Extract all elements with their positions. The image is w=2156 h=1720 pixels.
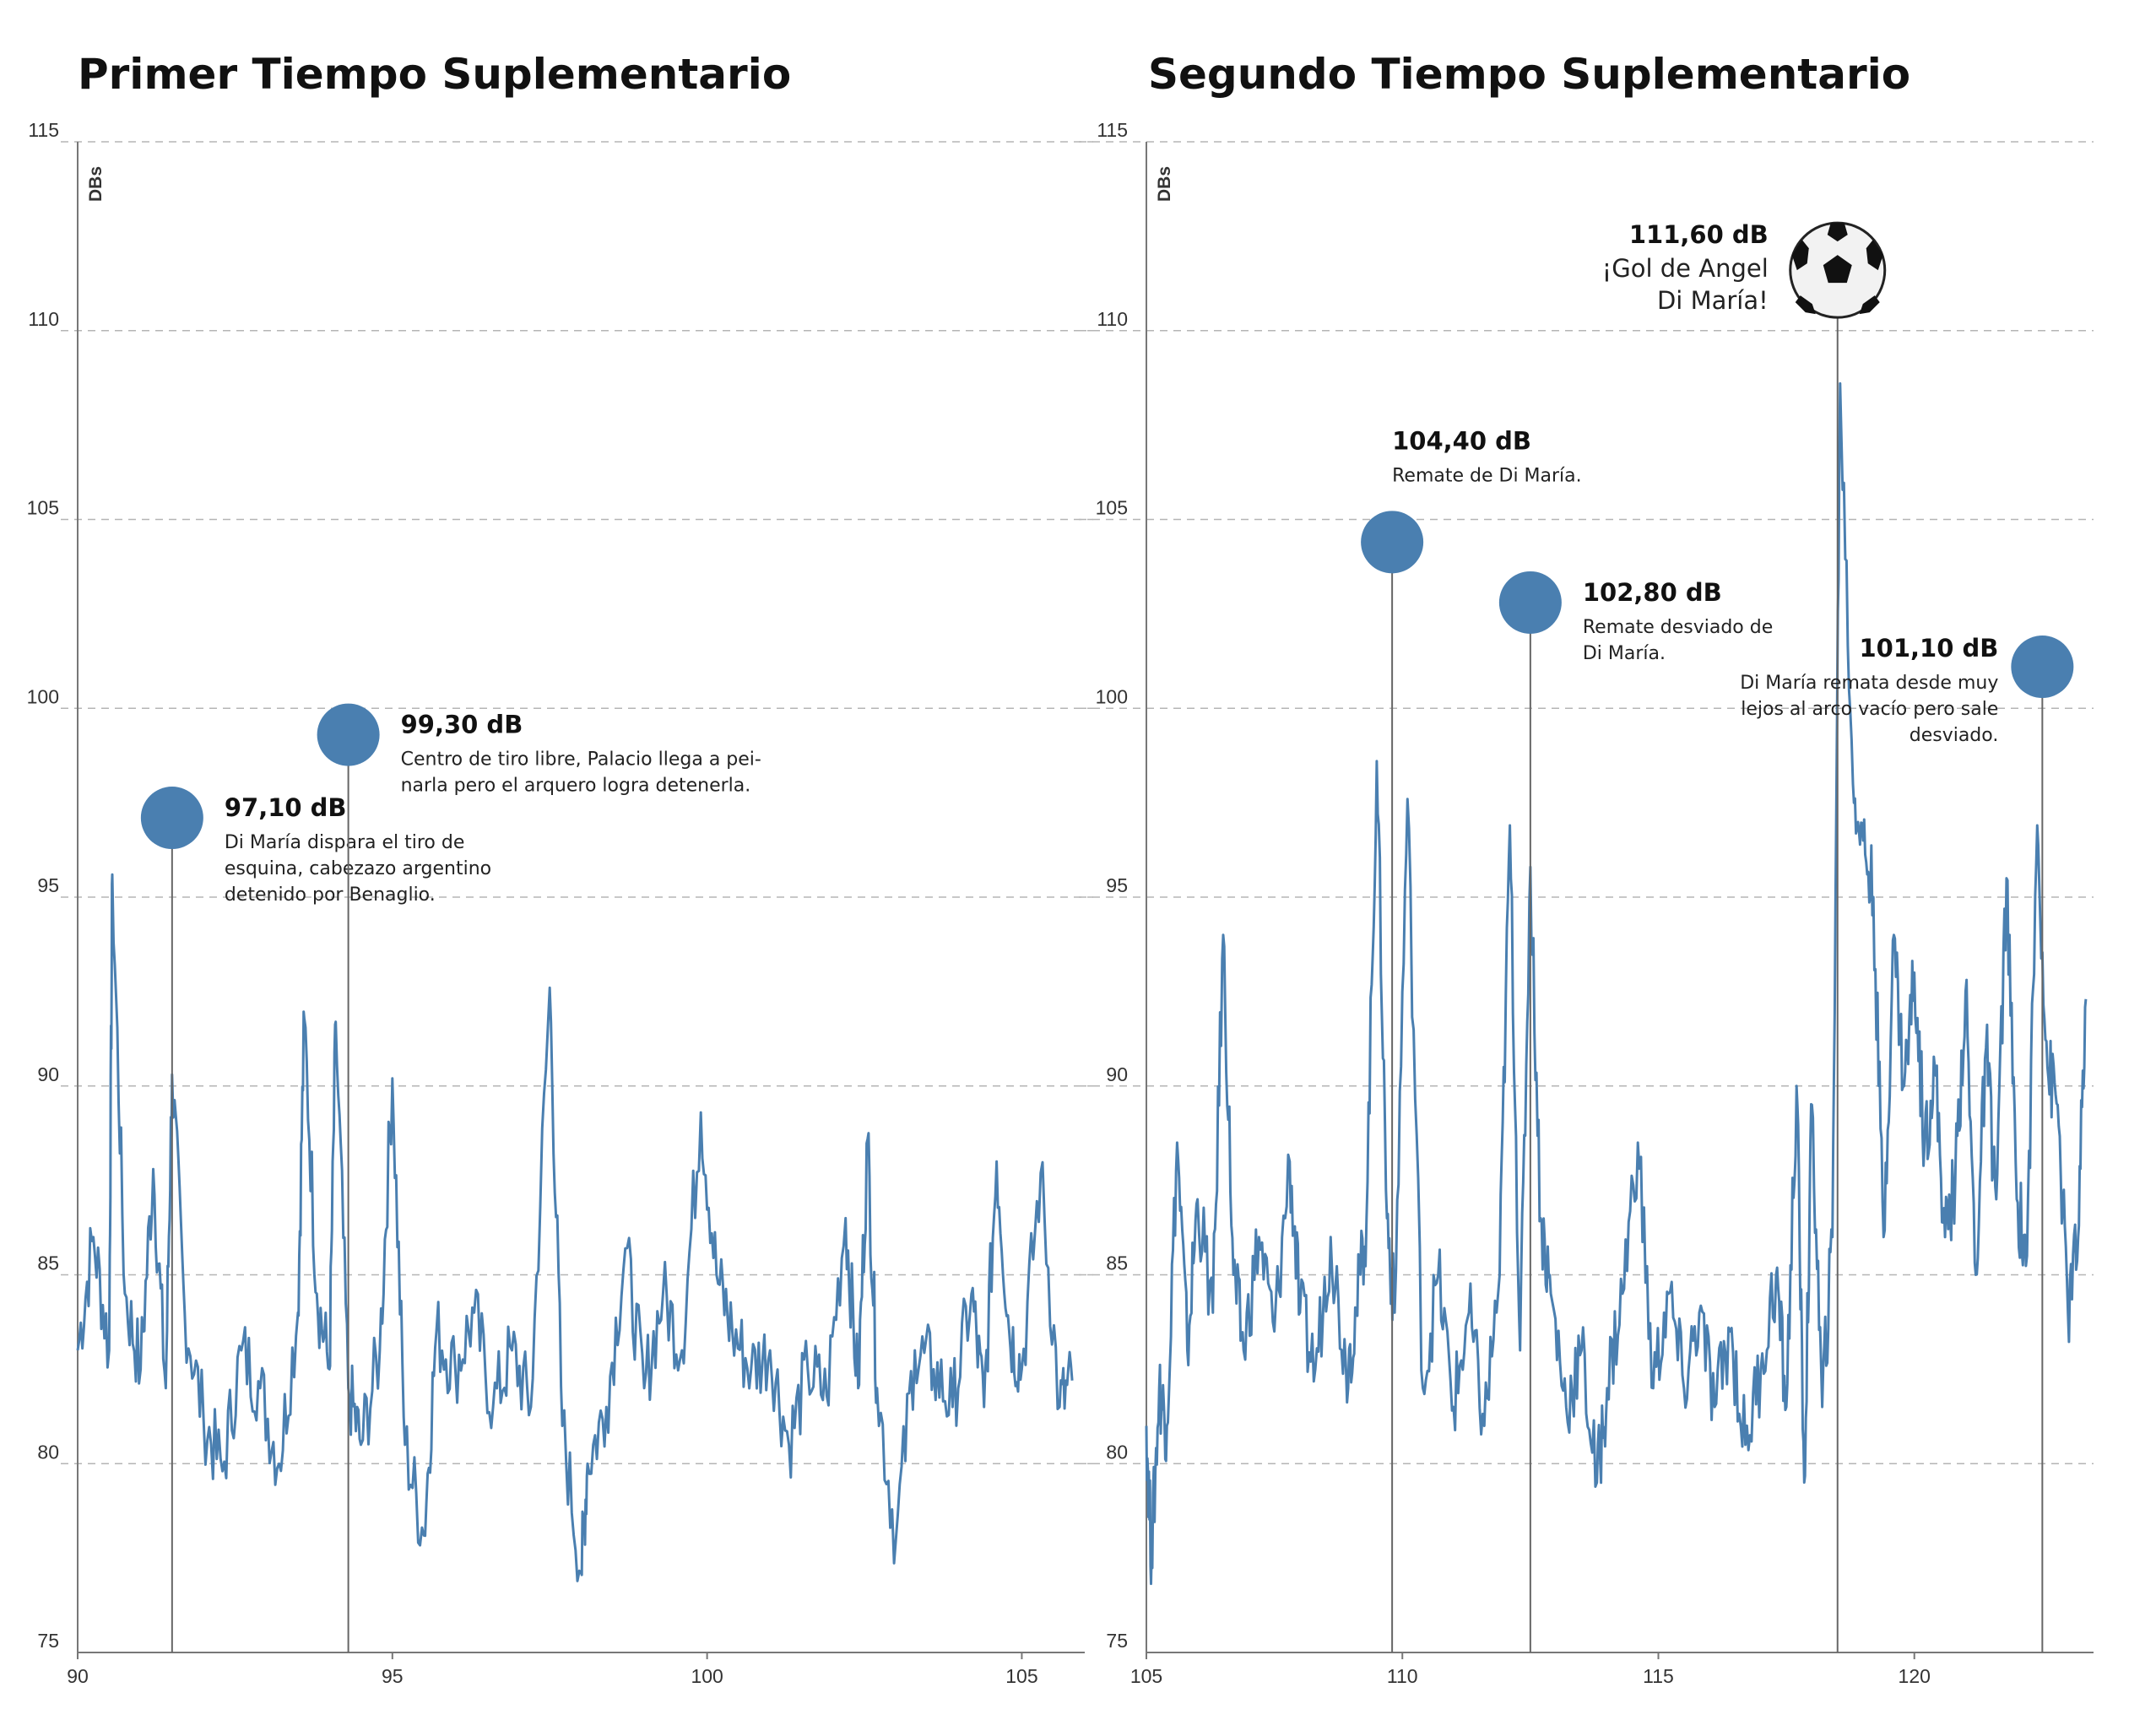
annotation-text: Di María remata desde muy (1740, 673, 1998, 694)
y-tick-label: 110 (28, 308, 59, 330)
y-tick-label: 110 (1097, 308, 1128, 330)
y-axis-label: DBs (1155, 166, 1174, 202)
y-tick-label: 90 (1106, 1063, 1128, 1085)
annotation-text: narla pero el arquero logra detenerla. (401, 776, 751, 797)
annotation-value: 97,10 dB (225, 793, 347, 822)
x-tick-label: 90 (67, 1665, 89, 1687)
annotation-marker (1498, 571, 1562, 634)
x-tick-label: 95 (382, 1665, 404, 1687)
annotation-1: 104,40 dB Remate de Di María. (1361, 426, 1582, 1652)
annotation-marker (1361, 511, 1424, 574)
annotation-text: Di María! (1657, 286, 1769, 315)
annotation-marker (317, 703, 380, 766)
annotation-text: detenido por Benaglio. (225, 884, 436, 906)
y-tick-label: 75 (1106, 1630, 1128, 1652)
annotation-value: 99,30 dB (401, 711, 523, 739)
annotation-text: Di María dispara el tiro de (225, 832, 465, 853)
soccer-ball-icon (1789, 221, 1887, 319)
annotation-text: Remate desviado de (1583, 617, 1773, 638)
y-tick-label: 95 (37, 874, 59, 896)
annotation-2: 102,80 dB Remate desviado de Di María. (1498, 571, 1773, 1652)
y-tick-label: 100 (1096, 685, 1128, 707)
x-tick-label: 110 (1387, 1665, 1418, 1687)
annotation-text: Di María. (1583, 643, 1666, 664)
chart-title: Primer Tiempo Suplementario (78, 50, 791, 99)
y-tick-label: 95 (1106, 874, 1128, 896)
y-tick-label: 85 (1106, 1252, 1128, 1274)
y-tick-label: 80 (1106, 1441, 1128, 1463)
y-tick-label: 90 (37, 1063, 59, 1085)
y-tick-label: 100 (27, 685, 59, 707)
x-tick-label: 105 (1005, 1665, 1037, 1687)
annotation-2: 99,30 dB Centro de tiro libre, Palacio ll… (317, 703, 761, 1652)
chart-panel-2: Segundo Tiempo Suplementario 75 80 85 90 95 10… (1079, 50, 2094, 1687)
annotation-value: 111,60 dB (1629, 220, 1769, 249)
annotation-text: Centro de tiro libre, Palacio llega a pe… (401, 749, 761, 771)
annotation-1: 97,10 dB Di María dispara el tiro de esqui… (140, 787, 491, 1652)
y-tick-label: 80 (37, 1441, 59, 1463)
x-tick-label: 105 (1130, 1665, 1162, 1687)
annotation-4: 101,10 dB Di María remata desde muy lejos … (1740, 634, 2074, 1652)
annotation-text: desviado. (1910, 725, 1999, 746)
annotation-3: 111,60 dB ¡Gol de Angel Di María! (1602, 220, 1887, 1652)
annotation-text: lejos al arco vacío pero sale (1741, 699, 1998, 720)
y-tick-label: 85 (37, 1252, 59, 1274)
y-tick-label: 105 (27, 497, 59, 519)
chart-title: Segundo Tiempo Suplementario (1148, 50, 1910, 99)
annotation-marker (2011, 636, 2074, 699)
y-axis-label: DBs (86, 166, 106, 202)
y-tick-label: 105 (1096, 497, 1128, 519)
annotation-text: esquina, cabezazo argentino (225, 858, 491, 879)
annotation-marker (140, 787, 203, 850)
x-tick-label: 100 (691, 1665, 723, 1687)
y-tick-label: 115 (1097, 119, 1128, 141)
x-tick-label: 115 (1643, 1665, 1674, 1687)
annotation-text: ¡Gol de Angel (1602, 254, 1769, 283)
annotation-value: 101,10 dB (1859, 634, 1998, 663)
y-tick-label: 115 (28, 119, 59, 141)
annotation-value: 102,80 dB (1583, 578, 1722, 607)
annotation-value: 104,40 dB (1392, 426, 1531, 455)
annotation-text: Remate de Di María. (1392, 465, 1582, 486)
noise-series-line (1145, 381, 2088, 1586)
x-tick-label: 120 (1899, 1665, 1931, 1687)
chart-panel-1: Primer Tiempo Suplementario 75 80 85 90 95 100… (27, 50, 1093, 1687)
noise-series-line (76, 873, 1074, 1582)
y-tick-label: 75 (37, 1630, 59, 1652)
